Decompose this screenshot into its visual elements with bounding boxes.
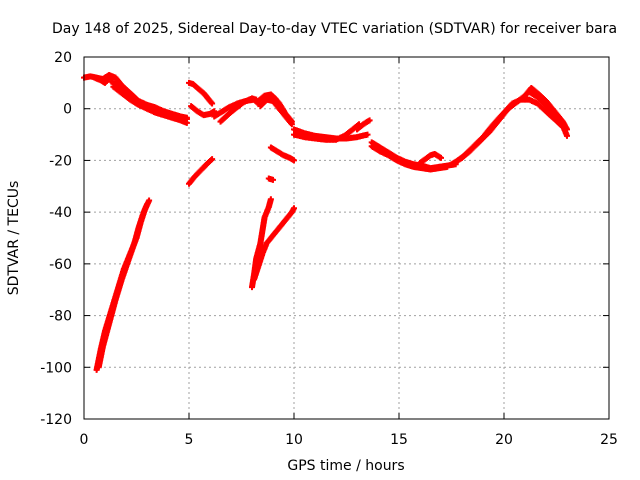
- data-point: [438, 154, 444, 161]
- y-tick-label: -80: [49, 309, 72, 325]
- y-tick-label: -120: [40, 412, 72, 428]
- data-point: [444, 163, 451, 170]
- data-point: [291, 205, 297, 212]
- y-tick-label: -60: [49, 257, 72, 273]
- x-tick-label: 15: [390, 432, 408, 448]
- x-tick-label: 10: [285, 432, 303, 448]
- data-point: [144, 201, 150, 208]
- x-axis-label: GPS time / hours: [287, 458, 404, 474]
- plot-frame: [83, 56, 610, 420]
- data-point: [265, 175, 272, 182]
- data-markers: [81, 72, 570, 373]
- axis-ticks: [83, 56, 610, 420]
- y-tick-label: 20: [54, 50, 72, 66]
- data-point: [564, 132, 570, 139]
- data-point: [146, 197, 153, 204]
- x-tick-label: 0: [80, 432, 89, 448]
- y-axis-label: SDTVAR / TECUs: [6, 181, 22, 296]
- data-point: [211, 108, 218, 115]
- y-tick-label: -20: [49, 153, 72, 169]
- data-point: [291, 157, 297, 164]
- data-point: [288, 121, 295, 128]
- data-point: [209, 100, 216, 107]
- y-tick-label: -100: [40, 360, 72, 376]
- x-tick-label: 5: [185, 432, 194, 448]
- y-tick-label: -40: [49, 205, 72, 221]
- data-point: [364, 131, 371, 138]
- data-point: [183, 119, 190, 126]
- data-point: [366, 117, 373, 124]
- y-tick-labels: 20 0 -20 -40 -60 -80 -100 -120: [40, 50, 72, 428]
- x-tick-label: 20: [495, 432, 513, 448]
- data-point: [209, 156, 216, 163]
- y-tick-label: 0: [63, 102, 72, 118]
- chart-title: Day 148 of 2025, Sidereal Day-to-day VTE…: [52, 21, 617, 37]
- x-tick-label: 25: [600, 432, 618, 448]
- data-point: [267, 196, 274, 203]
- x-tick-labels: 0 5 10 15 20 25: [80, 432, 618, 448]
